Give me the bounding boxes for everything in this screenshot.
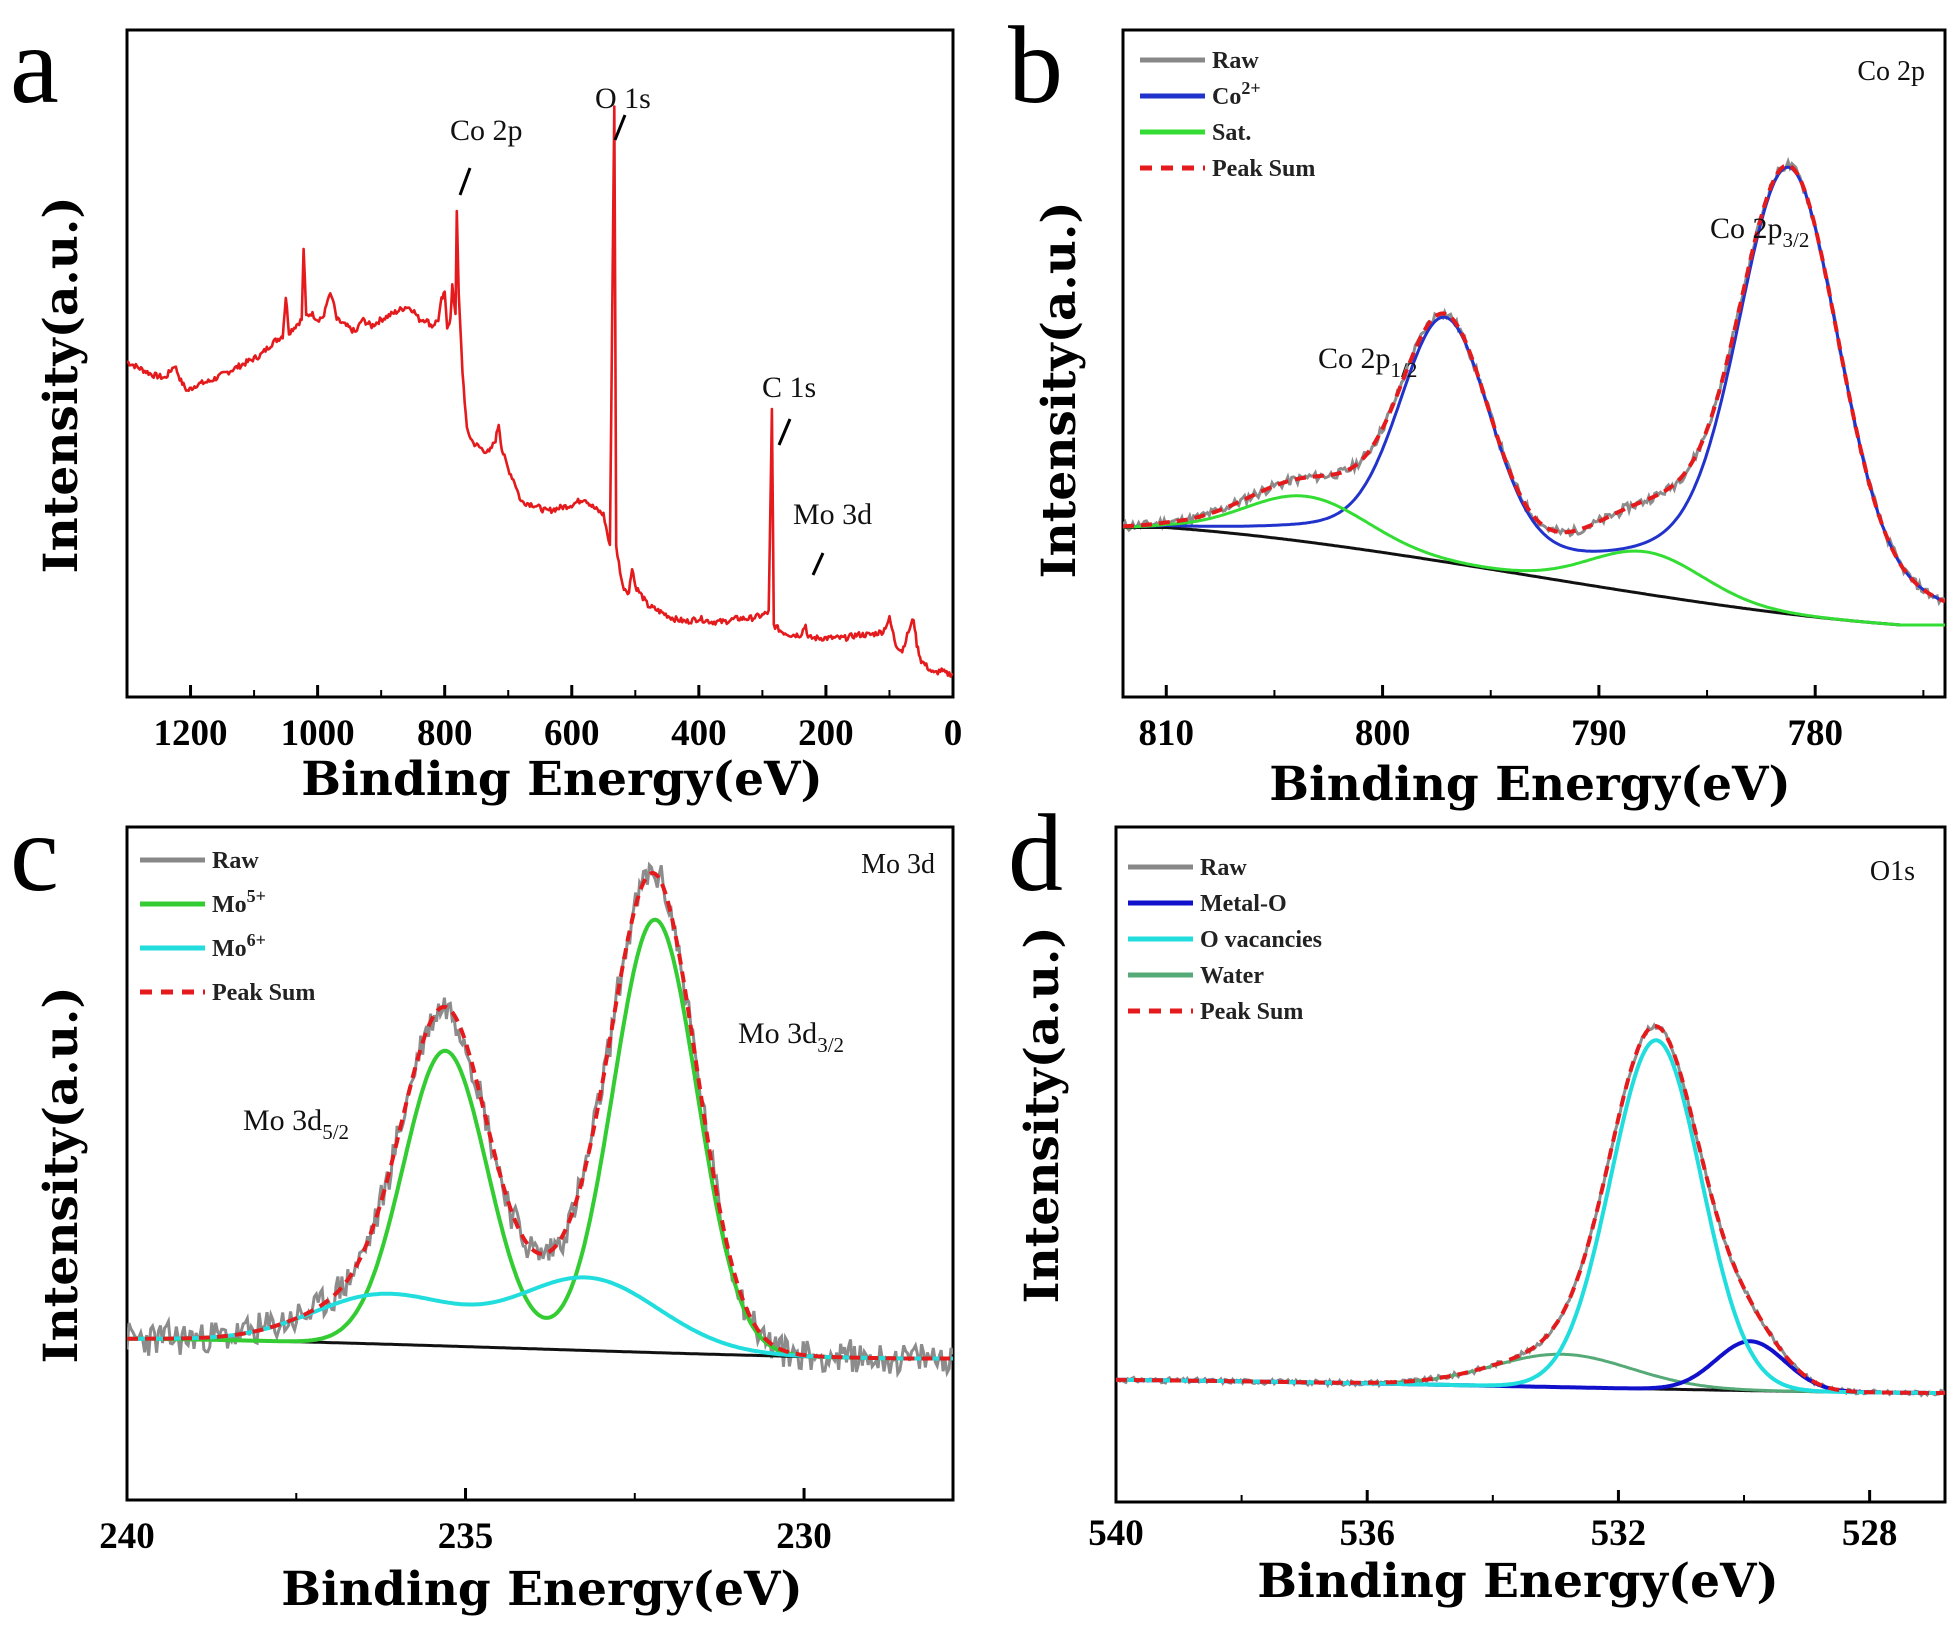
survey-line	[127, 105, 953, 678]
panel-d-raw-line	[1116, 1022, 1945, 1398]
panel-c-xlabel: Binding Energy(eV)	[281, 1562, 803, 1617]
panel-c-legend-label-2: Mo6+	[212, 930, 266, 962]
panel-letter-d: d	[1008, 792, 1063, 914]
panel-a-xlabel: Binding Energy(eV)	[301, 752, 823, 807]
panel-a-annotation-3: Mo 3d	[793, 498, 872, 531]
panel-b-co2-line	[1123, 165, 1945, 603]
panel-d-legend-label-1: Metal-O	[1200, 891, 1287, 917]
panel-a-annotation-leader-2	[777, 418, 792, 446]
panel-a-xtick-label-2: 800	[417, 713, 473, 754]
panel-a-annotation-leader-0	[458, 167, 472, 196]
panel-c-legend-label-1: Mo5+	[212, 886, 266, 918]
panel-d-peak-sum-line	[1116, 1023, 1945, 1395]
panel-d-legend-label-3: Water	[1200, 963, 1264, 989]
panel-a-frame	[125, 28, 955, 699]
panel-c-frame	[125, 825, 955, 1502]
panel-b-title: Co 2p	[1857, 56, 1925, 87]
panel-a-xtick-label-4: 400	[671, 713, 727, 754]
panel-b-annotation-0: Co 2p1/2	[1318, 342, 1417, 382]
panel-c-annotation-0: Mo 3d5/2	[243, 1104, 349, 1144]
panel-d-frame	[1114, 825, 1947, 1504]
panel-a-annotation-1: O 1s	[595, 82, 651, 115]
panel-d-o-vacancies-line	[1116, 1038, 1945, 1395]
panel-a-annotation-2: C 1s	[762, 371, 816, 404]
panel-a-xtick-label-0: 1200	[154, 713, 228, 754]
panel-a-xtick-label-5: 200	[798, 713, 854, 754]
panel-b-xtick-label-2: 790	[1571, 713, 1627, 754]
panel-b-xtick-label-1: 800	[1355, 713, 1411, 754]
panel-b-annotation-1: Co 2p3/2	[1710, 212, 1809, 252]
panel-d-xtick-label-1: 536	[1339, 1513, 1395, 1554]
panel-b-xtick-label-0: 810	[1139, 713, 1195, 754]
panel-b-baseline	[1123, 526, 1945, 627]
panel-letter-a: a	[10, 4, 59, 126]
panel-d-xtick-label-2: 532	[1591, 1513, 1647, 1554]
panel-c-peak-sum-line	[127, 870, 953, 1361]
panel-d-xlabel: Binding Energy(eV)	[1257, 1554, 1779, 1609]
panel-a-xtick-label-1: 1000	[281, 713, 355, 754]
panel-b-peak-sum-line	[1123, 163, 1945, 604]
panel-d-legend-label-2: O vacancies	[1200, 927, 1322, 953]
panel-d-ylabel: Intensity(a.u.)	[1015, 926, 1070, 1303]
panel-d-xtick-label-0: 540	[1088, 1513, 1144, 1554]
panel-d-legend-label-4: Peak Sum	[1200, 999, 1303, 1025]
panel-b-legend-label-2: Sat.	[1212, 120, 1251, 146]
panel-b-ylabel: Intensity(a.u.)	[1032, 201, 1087, 578]
panel-c-title: Mo 3d	[861, 849, 935, 880]
panel-c-xtick-label-2: 230	[776, 1516, 832, 1557]
panel-b-legend-label-1: Co2+	[1212, 78, 1261, 110]
panel-letter-c: c	[10, 792, 59, 914]
panel-c-ylabel: Intensity(a.u.)	[34, 986, 89, 1363]
panel-c-legend-label-3: Peak Sum	[212, 980, 315, 1006]
panel-b-xtick-label-3: 780	[1787, 713, 1843, 754]
panel-a-ylabel: Intensity(a.u.)	[34, 196, 89, 573]
panel-c-xtick-label-0: 240	[99, 1516, 155, 1557]
panel-b-raw-line	[1123, 156, 1945, 607]
panel-b-xlabel: Binding Energy(eV)	[1269, 757, 1791, 812]
panel-c-legend-label-0: Raw	[212, 848, 259, 874]
panel-b-frame	[1121, 28, 1947, 699]
panel-c-annotation-1: Mo 3d3/2	[738, 1017, 844, 1057]
panel-a-xtick-label-3: 600	[544, 713, 600, 754]
panel-c-xtick-label-1: 235	[438, 1516, 494, 1557]
panel-b-sat-line	[1123, 494, 1945, 627]
panel-a-annotation-leader-3	[811, 552, 825, 576]
panel-a-annotation-0: Co 2p	[450, 114, 523, 147]
panel-d-xtick-label-3: 528	[1842, 1513, 1898, 1554]
panel-b-legend-label-3: Peak Sum	[1212, 156, 1315, 182]
panel-d-title: O1s	[1870, 856, 1915, 887]
panel-letter-b: b	[1008, 4, 1063, 126]
panel-d-legend-label-0: Raw	[1200, 855, 1247, 881]
panel-a-xtick-label-6: 0	[944, 713, 963, 754]
panel-b-legend-label-0: Raw	[1212, 48, 1259, 74]
panel-a-annotation-leader-1	[613, 114, 627, 141]
